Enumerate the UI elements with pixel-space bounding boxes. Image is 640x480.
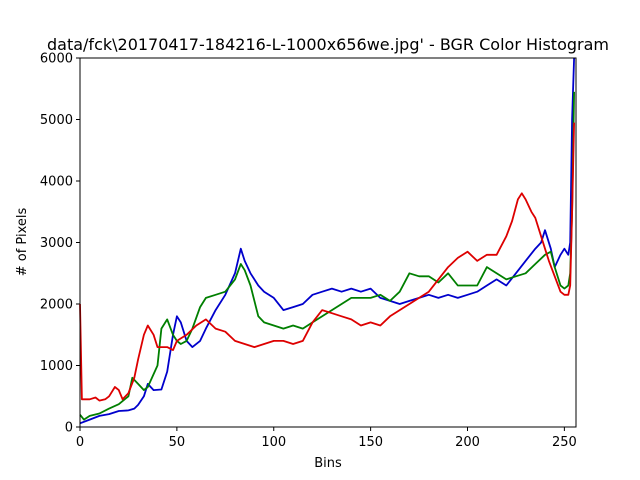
axis-ticks: 0 50 100 150 200 250 0 1000 2000 3000 4000 5000 6000 xyxy=(40,52,577,451)
red-channel-line xyxy=(79,122,575,402)
x-tick-label: 250 xyxy=(552,435,577,450)
y-tick-label: 6000 xyxy=(40,52,73,67)
x-tick-label: 0 xyxy=(76,435,84,450)
series-group xyxy=(79,57,575,425)
x-tick-label: 150 xyxy=(358,435,383,450)
y-tick-label: 1000 xyxy=(40,359,73,374)
x-tick-label: 200 xyxy=(455,435,480,450)
plot-frame xyxy=(79,57,577,428)
chart-title: data/fck\20170417-184216-L-1000x656we.jp… xyxy=(47,35,609,54)
y-tick-label: 4000 xyxy=(40,175,73,190)
x-tick-label: 100 xyxy=(261,435,286,450)
blue-channel-line xyxy=(79,57,575,425)
y-axis-label: # of Pixels xyxy=(15,208,30,277)
x-axis-label: Bins xyxy=(314,456,342,471)
y-tick-label: 2000 xyxy=(40,298,73,313)
y-tick-label: 0 xyxy=(65,421,73,436)
x-tick-label: 50 xyxy=(169,435,186,450)
y-tick-label: 5000 xyxy=(40,113,73,128)
green-channel-line xyxy=(79,91,575,421)
y-tick-label: 3000 xyxy=(40,236,73,251)
